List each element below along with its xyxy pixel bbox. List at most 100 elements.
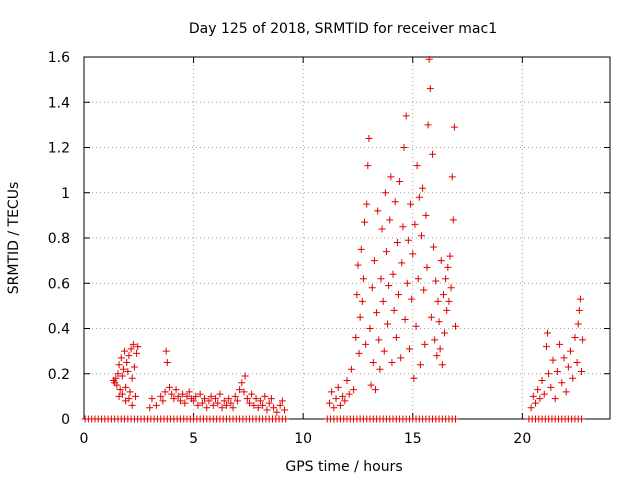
data-point [214, 399, 222, 407]
data-point [112, 374, 120, 382]
data-point [562, 388, 570, 396]
data-point [339, 392, 347, 400]
data-point [397, 354, 405, 362]
data-point [368, 284, 376, 292]
data-point [391, 198, 399, 206]
data-point [393, 239, 401, 247]
data-point [531, 399, 539, 407]
data-point [373, 309, 381, 317]
data-point [377, 275, 385, 283]
data-point [430, 243, 438, 251]
data-point [354, 261, 362, 269]
data-point [407, 200, 415, 208]
data-point [270, 404, 278, 412]
data-point [267, 395, 275, 403]
data-point [549, 356, 557, 364]
data-point [410, 374, 418, 382]
data-point [385, 282, 393, 290]
data-point [201, 395, 209, 403]
data-point [254, 404, 262, 412]
data-point [380, 347, 388, 355]
data-point [569, 374, 577, 382]
data-point [378, 225, 386, 233]
data-point [359, 275, 367, 283]
data-point [544, 329, 552, 337]
data-point [130, 363, 138, 371]
data-point [125, 395, 133, 403]
data-point [404, 236, 412, 244]
data-point [442, 275, 450, 283]
data-point [243, 395, 251, 403]
data-point [374, 207, 382, 215]
data-point [174, 392, 182, 400]
data-point [163, 358, 171, 366]
data-point [431, 336, 439, 344]
data-point [116, 386, 124, 394]
data-point [225, 395, 233, 403]
data-point [451, 322, 459, 330]
y-tick-label: 0 [61, 412, 70, 428]
data-point [261, 392, 269, 400]
data-point [356, 313, 364, 321]
data-point [352, 334, 360, 342]
data-point [527, 404, 535, 412]
data-point [205, 397, 213, 405]
y-tick-label: 1.4 [48, 95, 70, 111]
data-point [578, 415, 586, 423]
data-point [411, 220, 419, 228]
data-point [194, 401, 202, 409]
data-point [222, 401, 230, 409]
data-point [170, 395, 178, 403]
y-tick-label: 1.6 [48, 50, 70, 66]
data-point [381, 189, 389, 197]
data-point [382, 248, 390, 256]
data-point [448, 173, 456, 181]
x-tick-label: 15 [404, 431, 422, 447]
data-point [207, 392, 215, 400]
data-point [564, 363, 572, 371]
data-point [558, 379, 566, 387]
data-point [395, 291, 403, 299]
data-point [238, 379, 246, 387]
data-point [276, 401, 284, 409]
data-point [405, 345, 413, 353]
data-point [363, 200, 371, 208]
data-point [439, 291, 447, 299]
data-point [436, 345, 444, 353]
data-point [125, 352, 133, 360]
data-point [413, 162, 421, 170]
data-point [334, 383, 342, 391]
data-point [172, 386, 180, 394]
data-point [390, 306, 398, 314]
data-point [129, 340, 137, 348]
data-point [369, 358, 377, 366]
x-tick-label: 5 [189, 431, 198, 447]
data-point [399, 223, 407, 231]
data-point [426, 85, 434, 93]
data-point [345, 390, 353, 398]
data-point [384, 320, 392, 328]
plot-frame [83, 56, 611, 420]
x-tick-label: 0 [80, 431, 89, 447]
data-point [233, 397, 241, 405]
data-point [209, 401, 217, 409]
data-point [536, 395, 544, 403]
data-point [343, 377, 351, 385]
data-point [118, 390, 126, 398]
data-point [392, 334, 400, 342]
data-point [434, 297, 442, 305]
data-point [449, 216, 457, 224]
data-point [115, 361, 123, 369]
data-point [325, 399, 333, 407]
data-point [241, 372, 249, 380]
data-point [124, 367, 132, 375]
data-point [409, 250, 417, 258]
data-point [551, 395, 559, 403]
data-point [134, 343, 142, 351]
data-point [181, 399, 189, 407]
data-point [388, 358, 396, 366]
data-point [336, 401, 344, 409]
y-tick-label: 1 [61, 186, 70, 202]
data-point [353, 291, 361, 299]
data-point [387, 173, 395, 181]
